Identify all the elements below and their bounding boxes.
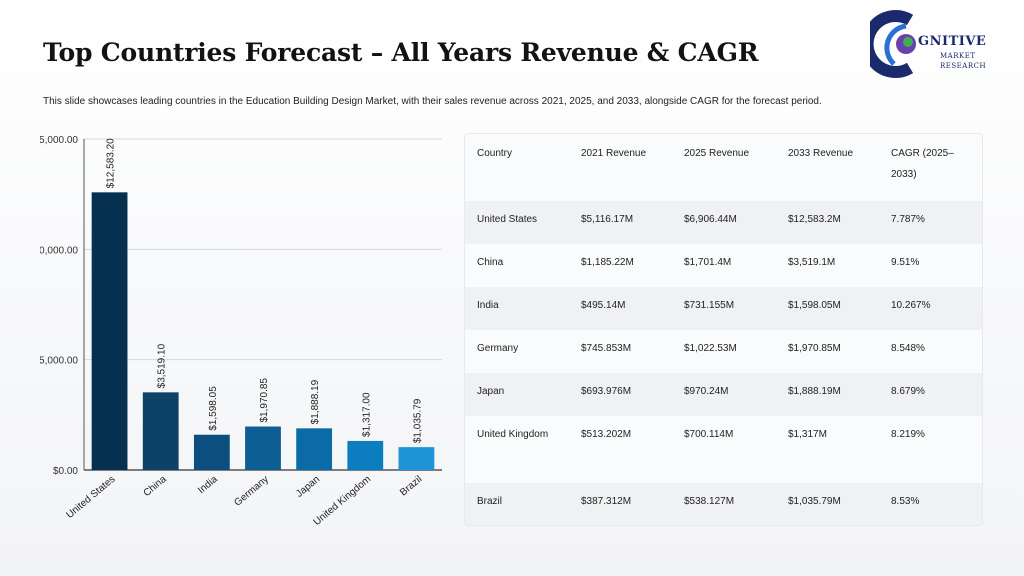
cell-cagr: 8.548% [891,343,925,354]
data-label: $12,583.20 [106,138,117,188]
logo-main-text: GNITIVE [918,34,987,49]
table-row: Japan $693.976M $970.24M $1,888.19M 8.67… [465,373,982,416]
cell-2021: $693.976M [581,386,632,397]
cell-cagr: 8.219% [891,429,925,440]
logo-line-1: MARKET [940,52,976,60]
table-row: China $1,185.22M $1,701.4M $3,519.1M 9.5… [465,244,982,287]
cell-2033: $3,519.1M [788,257,836,268]
table-row: India $495.14M $731.155M $1,598.05M 10.2… [465,287,982,330]
cell-cagr: 7.787% [891,214,925,225]
cell-2025: $1,701.4M [684,257,732,268]
cell-country: United States [477,214,538,225]
cell-2033: $1,598.05M [788,300,841,311]
cell-2033: $1,970.85M [788,343,841,354]
header-cagr: CAGR (2025–2033) [891,148,954,180]
cell-2021: $513.202M [581,429,632,440]
bar [347,440,384,470]
cell-2025: $700.114M [684,429,734,440]
cell-country: Brazil [477,496,503,507]
header-2021-revenue: 2021 Revenue [581,148,647,159]
header-2025-revenue: 2025 Revenue [684,148,750,159]
table-row: United States $5,116.17M $6,906.44M $12,… [465,201,982,244]
cell-country: China [477,257,504,268]
data-label: $1,970.85 [259,378,270,423]
cell-2021: $495.14M [581,300,626,311]
x-tick-label: China [142,474,169,500]
x-tick-label: Japan [294,474,322,500]
cell-cagr: 10.267% [891,300,931,311]
bar [245,426,281,470]
y-tick-label: $15,000.00 [40,135,78,146]
header-2033-revenue: 2033 Revenue [788,148,854,159]
cell-2025: $6,906.44M [684,214,737,225]
bar [398,447,435,470]
cell-2021: $745.853M [581,343,632,354]
data-label: $1,035.79 [412,398,423,443]
slide-title: Top Countries Forecast – All Years Reven… [43,38,759,67]
cell-2025: $731.155M [684,300,735,311]
cell-2021: $5,116.17M [581,214,634,225]
bar [142,392,179,470]
bar [91,192,128,470]
cell-country: United Kingdom [477,429,549,440]
cell-2021: $387.312M [581,496,632,507]
x-tick-label: Germany [232,474,271,509]
cell-cagr: 8.679% [891,386,925,397]
slide-subtitle: This slide showcases leading countries i… [43,96,822,107]
x-tick-label: United States [64,474,117,521]
data-label: $1,598.05 [208,386,219,431]
cell-cagr: 8.53% [891,496,920,507]
table-row: Brazil $387.312M $538.127M $1,035.79M 8.… [465,483,982,525]
table-row: United Kingdom $513.202M $700.114M $1,31… [465,416,982,483]
company-logo: GNITIVE MARKET RESEARCH [861,8,986,80]
cell-country: Japan [477,386,505,397]
cell-2025: $1,022.53M [684,343,737,354]
cell-2025: $538.127M [684,496,735,507]
table-header-row: Country 2021 Revenue 2025 Revenue 2033 R… [465,134,982,201]
cell-country: Germany [477,343,519,354]
y-tick-label: $5,000.00 [40,356,78,367]
cell-country: India [477,300,499,311]
cell-2033: $12,583.2M [788,214,841,225]
logo-line-2: RESEARCH [940,62,987,70]
y-tick-label: $0.00 [53,466,78,477]
x-tick-label: India [196,474,220,497]
cell-cagr: 9.51% [891,257,920,268]
cell-2021: $1,185.22M [581,257,634,268]
x-tick-label: Brazil [398,474,424,499]
header-country: Country [477,148,513,159]
chart-canvas: $0.00 $5,000.00 $10,000.00 $15,000.00 $12,58… [28,135,442,528]
table-row: Germany $745.853M $1,022.53M $1,970.85M … [465,330,982,373]
data-label: $1,888.19 [310,379,321,424]
y-tick-label: $10,000.00 [40,245,78,256]
cell-2025: $970.24M [684,386,729,397]
cell-2033: $1,035.79M [788,496,841,507]
bar [193,434,230,470]
revenue-table: Country 2021 Revenue 2025 Revenue 2033 R… [464,133,983,526]
cell-2033: $1,317M [788,429,827,440]
bar [296,428,333,470]
revenue-bar-chart: $0.00 $5,000.00 $10,000.00 $15,000.00 $12,58… [28,128,450,538]
data-label: $3,519.10 [157,343,168,388]
cell-2033: $1,888.19M [788,386,841,397]
data-label: $1,317.00 [361,392,372,437]
